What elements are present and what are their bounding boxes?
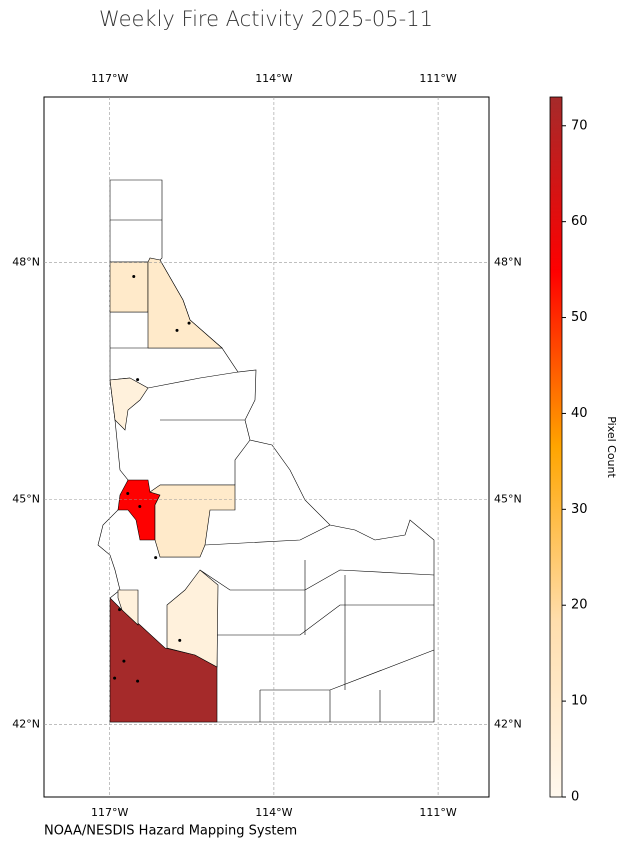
- colorbar-tick-label: 50: [571, 310, 588, 325]
- x-tick-label: 114°W: [255, 806, 292, 819]
- county: [166, 569, 219, 668]
- county: [109, 377, 149, 431]
- y-tick-label: 48°N: [12, 256, 40, 269]
- x-tick-label: 117°W: [91, 72, 128, 85]
- y-tick-label: 42°N: [494, 717, 522, 730]
- colorbar-label: Pixel Count: [605, 416, 618, 478]
- colorbar-tick-label: 30: [571, 502, 588, 517]
- fire-point: [113, 676, 117, 680]
- colorbar: [549, 96, 563, 798]
- county: [117, 589, 139, 626]
- y-tick-label: 45°N: [12, 493, 40, 506]
- y-tick-label: 48°N: [494, 256, 522, 269]
- y-tick-label: 42°N: [12, 717, 40, 730]
- source-note: NOAA/NESDIS Hazard Mapping System: [44, 824, 297, 839]
- fire-point: [187, 321, 191, 325]
- y-tick-label: 45°N: [494, 493, 522, 506]
- county: [117, 479, 161, 541]
- fire-point: [136, 378, 140, 382]
- fire-point: [136, 679, 140, 683]
- colorbar-tick-label: 0: [571, 790, 579, 805]
- fire-point: [122, 659, 126, 663]
- fire-point: [154, 556, 158, 560]
- colorbar-tick-label: 60: [571, 214, 588, 229]
- x-tick-label: 117°W: [91, 806, 128, 819]
- fire-point: [178, 638, 182, 642]
- chart-title: Weekly Fire Activity 2025-05-11: [99, 7, 433, 31]
- fire-point: [175, 328, 179, 332]
- fire-point: [118, 608, 122, 612]
- colorbar-tick-label: 10: [571, 694, 588, 709]
- county: [109, 261, 149, 313]
- colorbar-tick-label: 20: [571, 598, 588, 613]
- x-tick-label: 111°W: [419, 72, 456, 85]
- x-tick-label: 111°W: [419, 806, 456, 819]
- fire-point: [138, 505, 142, 509]
- map: [97, 179, 435, 723]
- colorbar-tick-label: 40: [571, 406, 588, 421]
- county: [147, 257, 223, 349]
- fire-point: [126, 491, 130, 495]
- colorbar-tick-label: 70: [571, 118, 588, 133]
- county: [149, 484, 236, 558]
- fire-point: [132, 274, 136, 278]
- x-tick-label: 114°W: [255, 72, 292, 85]
